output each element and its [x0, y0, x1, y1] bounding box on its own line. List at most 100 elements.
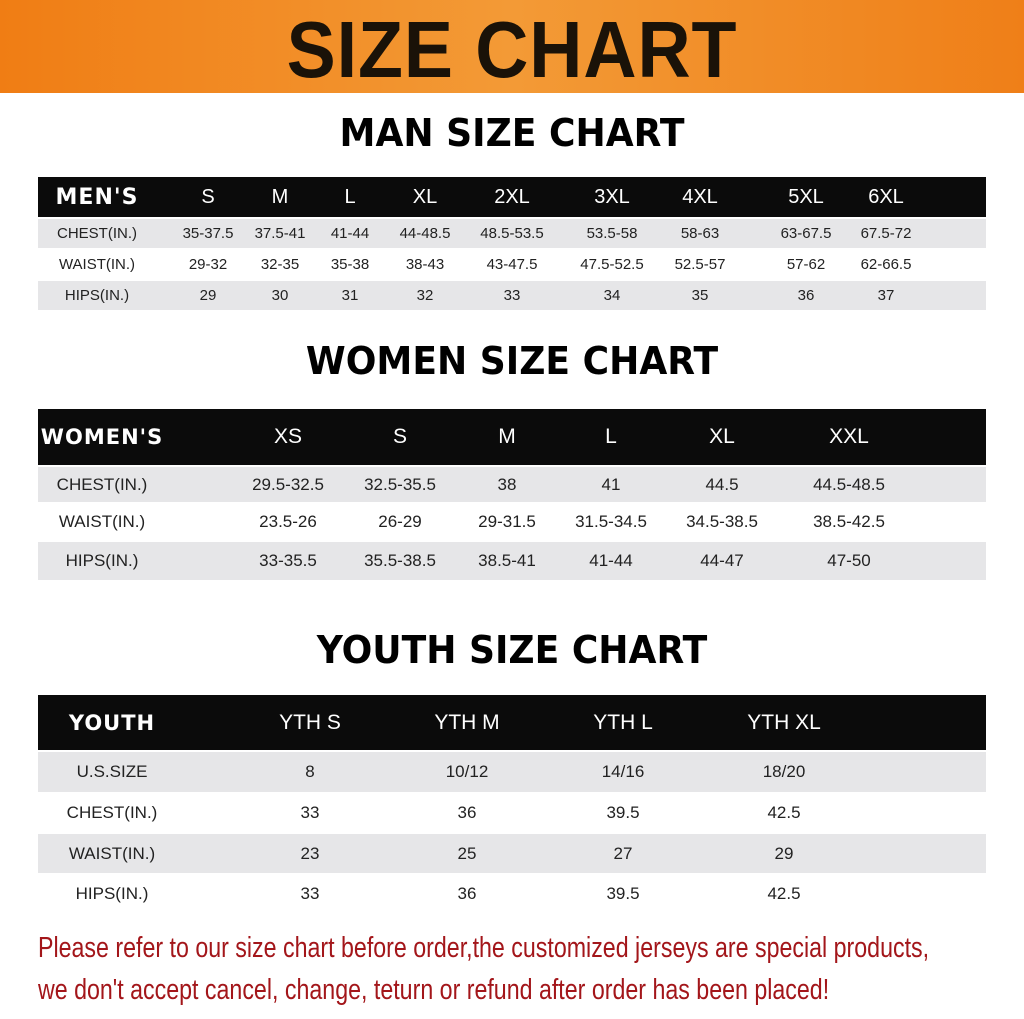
women-title: WOMEN SIZE CHART: [305, 339, 719, 383]
table-cell: 8: [305, 762, 315, 781]
size-header-cell: XL: [412, 185, 438, 208]
table-cell: 29: [199, 287, 217, 304]
table-cell: 35.5-38.5: [364, 551, 436, 570]
size-header-cell: XL: [709, 425, 735, 448]
table-cell: 41-44: [330, 225, 370, 242]
table-cell: 32: [416, 287, 434, 304]
table-row: WAIST(IN.) 29-32 32-35 35-38 38-43 43-47.5 47.…: [38, 250, 986, 279]
size-header-cell: 2XL: [494, 185, 530, 208]
table-cell: 33: [300, 802, 320, 822]
table-cell: 48.5-53.5: [480, 225, 544, 242]
table-cell: 30: [271, 287, 289, 304]
size-header-cell: 6XL: [868, 185, 904, 208]
row-label: WAIST(IN.): [58, 256, 136, 273]
size-header-cell: XS: [273, 425, 303, 448]
table-cell: 37.5-41: [254, 225, 306, 242]
table-cell: 32.5-35.5: [364, 474, 436, 494]
table-cell: 18/20: [762, 762, 806, 781]
size-header-cell: 4XL: [682, 185, 718, 208]
men-title: MAN SIZE CHART: [339, 111, 685, 155]
table-title-cell: WOMEN'S: [40, 425, 164, 449]
table-cell: 41: [601, 474, 621, 494]
table-cell: 62-66.5: [860, 256, 912, 273]
table-cell: 33: [300, 883, 320, 903]
table-cell: 29.5-32.5: [252, 474, 324, 494]
size-header-cell: YTH S: [279, 710, 341, 734]
table-row: WAIST(IN.) 23.5-26 26-29 29-31.5 31.5-34.5 34…: [38, 503, 986, 540]
table-row: WAIST(IN.) 23 25 27 29: [38, 834, 986, 873]
table-row: HIPS(IN.) 29 30 31 32 33 34 35 36 37: [38, 281, 986, 310]
table-row: HIPS(IN.) 33-35.5 35.5-38.5 38.5-41 41-44 44-…: [38, 542, 986, 580]
table-cell: 41-44: [589, 551, 633, 570]
table-cell: 58-63: [680, 225, 720, 242]
table-cell: 23.5-26: [259, 511, 317, 531]
table-cell: 42.5: [767, 883, 801, 903]
size-header-cell: L: [344, 185, 356, 208]
table-title-cell: YOUTH: [68, 710, 156, 735]
table-header-row: YOUTH YTH S YTH M YTH L YTH XL: [38, 695, 986, 750]
table-cell: 67.5-72: [860, 225, 912, 242]
banner: SIZE CHART: [0, 0, 1024, 94]
table-cell: 29-32: [188, 256, 228, 273]
table-cell: 23: [300, 843, 320, 863]
size-header-cell: M: [498, 425, 516, 448]
size-header-cell: 3XL: [594, 185, 630, 208]
table-cell: 47.5-52.5: [580, 256, 644, 273]
notice-line-1: Please refer to our size chart before or…: [38, 932, 930, 964]
youth-title: YOUTH SIZE CHART: [316, 628, 708, 672]
table-cell: 29: [774, 843, 794, 863]
table-cell: 43-47.5: [486, 256, 538, 273]
row-label: CHEST(IN.): [56, 474, 148, 494]
table-cell: 34: [603, 287, 621, 304]
table-cell: 14/16: [601, 762, 645, 781]
table-row: CHEST(IN.) 29.5-32.5 32.5-35.5 38 41 44.5 44.5…: [38, 467, 986, 502]
size-header-cell: L: [605, 425, 617, 448]
table-cell: 47-50: [827, 551, 871, 570]
table-cell: 42.5: [767, 802, 801, 822]
table-cell: 37: [877, 287, 895, 304]
table-cell: 44.5-48.5: [813, 474, 885, 494]
size-header-cell: YTH L: [593, 710, 653, 734]
table-cell: 10/12: [445, 762, 489, 781]
table-cell: 31: [341, 287, 359, 304]
row-label: HIPS(IN.): [64, 287, 130, 304]
table-cell: 36: [797, 287, 815, 304]
banner-title: SIZE CHART: [286, 5, 738, 94]
table-cell: 35: [691, 287, 709, 304]
table-cell: 53.5-58: [586, 225, 638, 242]
table-cell: 44.5: [705, 474, 739, 494]
size-header-cell: YTH XL: [747, 710, 821, 734]
row-label: CHEST(IN.): [57, 225, 137, 242]
row-label: U.S.SIZE: [76, 762, 148, 781]
table-cell: 33-35.5: [259, 551, 317, 570]
table-cell: 38.5-41: [478, 551, 536, 570]
row-label: HIPS(IN.): [65, 551, 139, 570]
table-cell: 35-37.5: [182, 225, 234, 242]
size-header-cell: S: [392, 425, 408, 448]
table-cell: 29-31.5: [478, 511, 536, 531]
table-cell: 38: [497, 474, 517, 494]
table-cell: 31.5-34.5: [575, 511, 647, 531]
size-header-cell: YTH M: [434, 710, 500, 734]
table-cell: 25: [457, 843, 477, 863]
row-label: HIPS(IN.): [75, 883, 149, 903]
table-cell: 63-67.5: [780, 225, 832, 242]
table-header-row: MEN'S S M L XL 2XL 3XL 4XL 5XL 6XL: [38, 177, 986, 217]
table-cell: 57-62: [786, 256, 826, 273]
table-row: HIPS(IN.) 33 36 39.5 42.5: [38, 874, 986, 913]
row-label: WAIST(IN.): [58, 511, 146, 531]
table-cell: 44-48.5: [399, 225, 451, 242]
table-row: U.S.SIZE 8 10/12 14/16 18/20: [38, 752, 986, 792]
table-title-cell: MEN'S: [55, 184, 139, 210]
table-cell: 36: [457, 883, 477, 903]
row-label: CHEST(IN.): [66, 802, 158, 822]
table-cell: 32-35: [260, 256, 300, 273]
table-cell: 39.5: [606, 802, 640, 822]
table-cell: 38-43: [405, 256, 445, 273]
table-cell: 33: [503, 287, 521, 304]
size-header-cell: S: [201, 185, 215, 208]
table-cell: 44-47: [700, 551, 744, 570]
table-cell: 39.5: [606, 883, 640, 903]
row-label: WAIST(IN.): [68, 843, 156, 863]
table-cell: 36: [457, 802, 477, 822]
